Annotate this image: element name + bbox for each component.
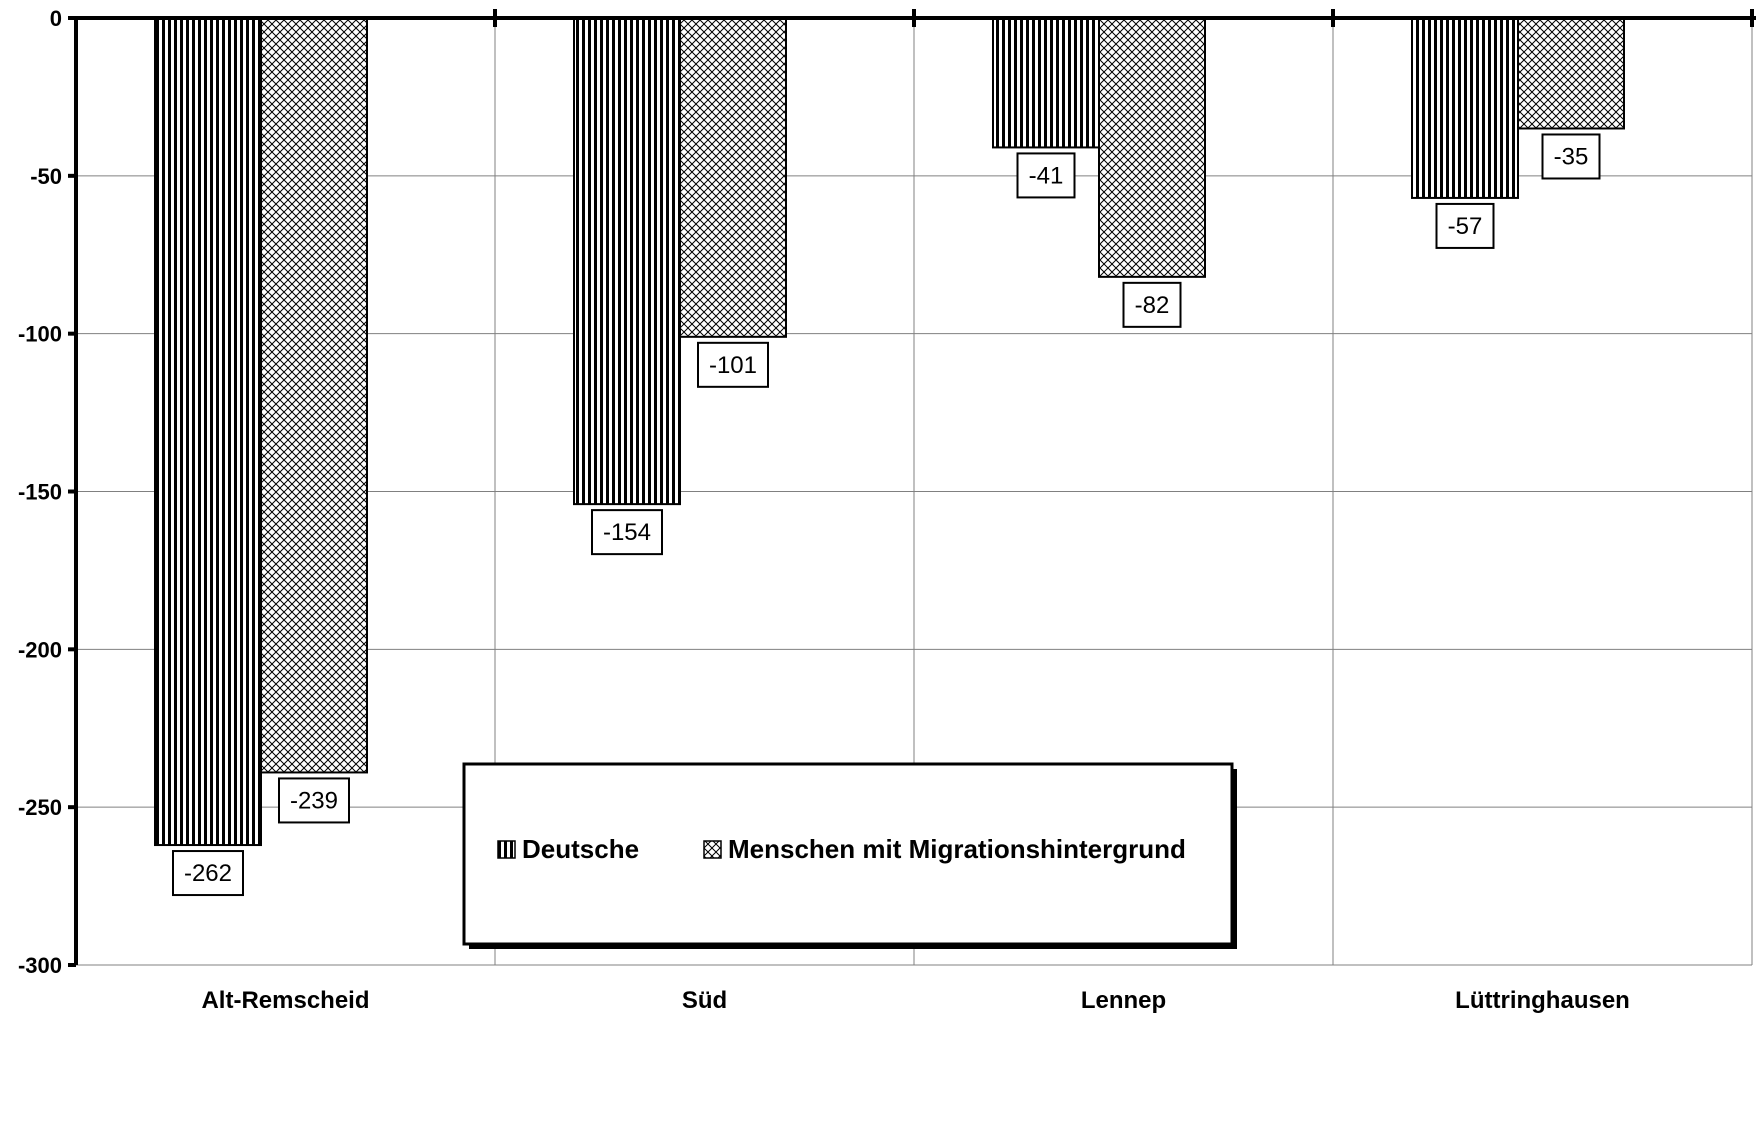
data-label: -154 [591, 509, 663, 556]
y-tick-label: -300 [18, 953, 62, 978]
category-label: Lüttringhausen [1455, 987, 1630, 1014]
category-label: Süd [682, 987, 727, 1014]
data-label-text: -262 [184, 860, 232, 887]
legend-label: Deutsche [522, 834, 639, 864]
bar-deutsche-2 [992, 17, 1100, 149]
bar-deutsche-1 [573, 17, 681, 506]
data-label: -101 [697, 341, 769, 388]
category-label: Lennep [1081, 987, 1166, 1014]
data-label: -239 [278, 777, 350, 824]
data-label-text: -154 [603, 519, 651, 546]
legend-swatch [497, 840, 516, 859]
data-label-box [697, 341, 769, 388]
data-label-box [1435, 202, 1495, 249]
data-label-text: -57 [1448, 213, 1483, 240]
y-tick-label: -200 [18, 637, 62, 662]
y-tick-label: 0 [50, 6, 62, 31]
data-label: -41 [1016, 152, 1076, 199]
data-label: -262 [172, 850, 244, 897]
data-label-box [1541, 133, 1601, 180]
bars [154, 17, 1625, 847]
data-label-box [1016, 152, 1076, 199]
data-label-text: -239 [290, 787, 338, 814]
y-tick-label: -250 [18, 795, 62, 820]
legend-label: Menschen mit Migrationshintergrund [728, 834, 1186, 864]
bar-deutsche-0 [154, 17, 262, 847]
legend: Deutsche Menschen mit Migrationshintergru… [462, 762, 1237, 949]
bar-migration-2 [1098, 17, 1206, 278]
legend-item: Deutsche [497, 834, 639, 864]
legend-box [462, 762, 1234, 946]
data-label-text: -35 [1554, 143, 1589, 170]
y-tick-label: -100 [18, 322, 62, 347]
bar-migration-0 [260, 17, 368, 774]
data-label-box [1122, 281, 1182, 328]
data-label: -82 [1122, 281, 1182, 328]
y-tick-label: -150 [18, 480, 62, 505]
data-label-text: -101 [709, 352, 757, 379]
data-label-box [278, 777, 350, 824]
bar-migration-3 [1517, 17, 1625, 130]
axes: 0 -50 -100 -150 -200 -250 -300 Alt-Remscheid Süd… [18, 6, 1756, 1014]
y-tick-label: -50 [30, 164, 62, 189]
bar-deutsche-3 [1411, 17, 1519, 199]
legend-item: Menschen mit Migrationshintergrund [703, 834, 1186, 864]
legend-swatch [703, 840, 722, 859]
data-label-text: -41 [1029, 162, 1064, 189]
category-label: Alt-Remscheid [201, 987, 369, 1014]
data-label-box [591, 509, 663, 556]
data-label-text: -82 [1135, 292, 1170, 319]
bar-migration-1 [679, 17, 787, 338]
data-label-box [172, 850, 244, 897]
data-label: -35 [1541, 133, 1601, 180]
data-label: -57 [1435, 202, 1495, 249]
data-labels: -262 -154 -41 -57 -239 -101 -82 -35 [172, 133, 1601, 897]
